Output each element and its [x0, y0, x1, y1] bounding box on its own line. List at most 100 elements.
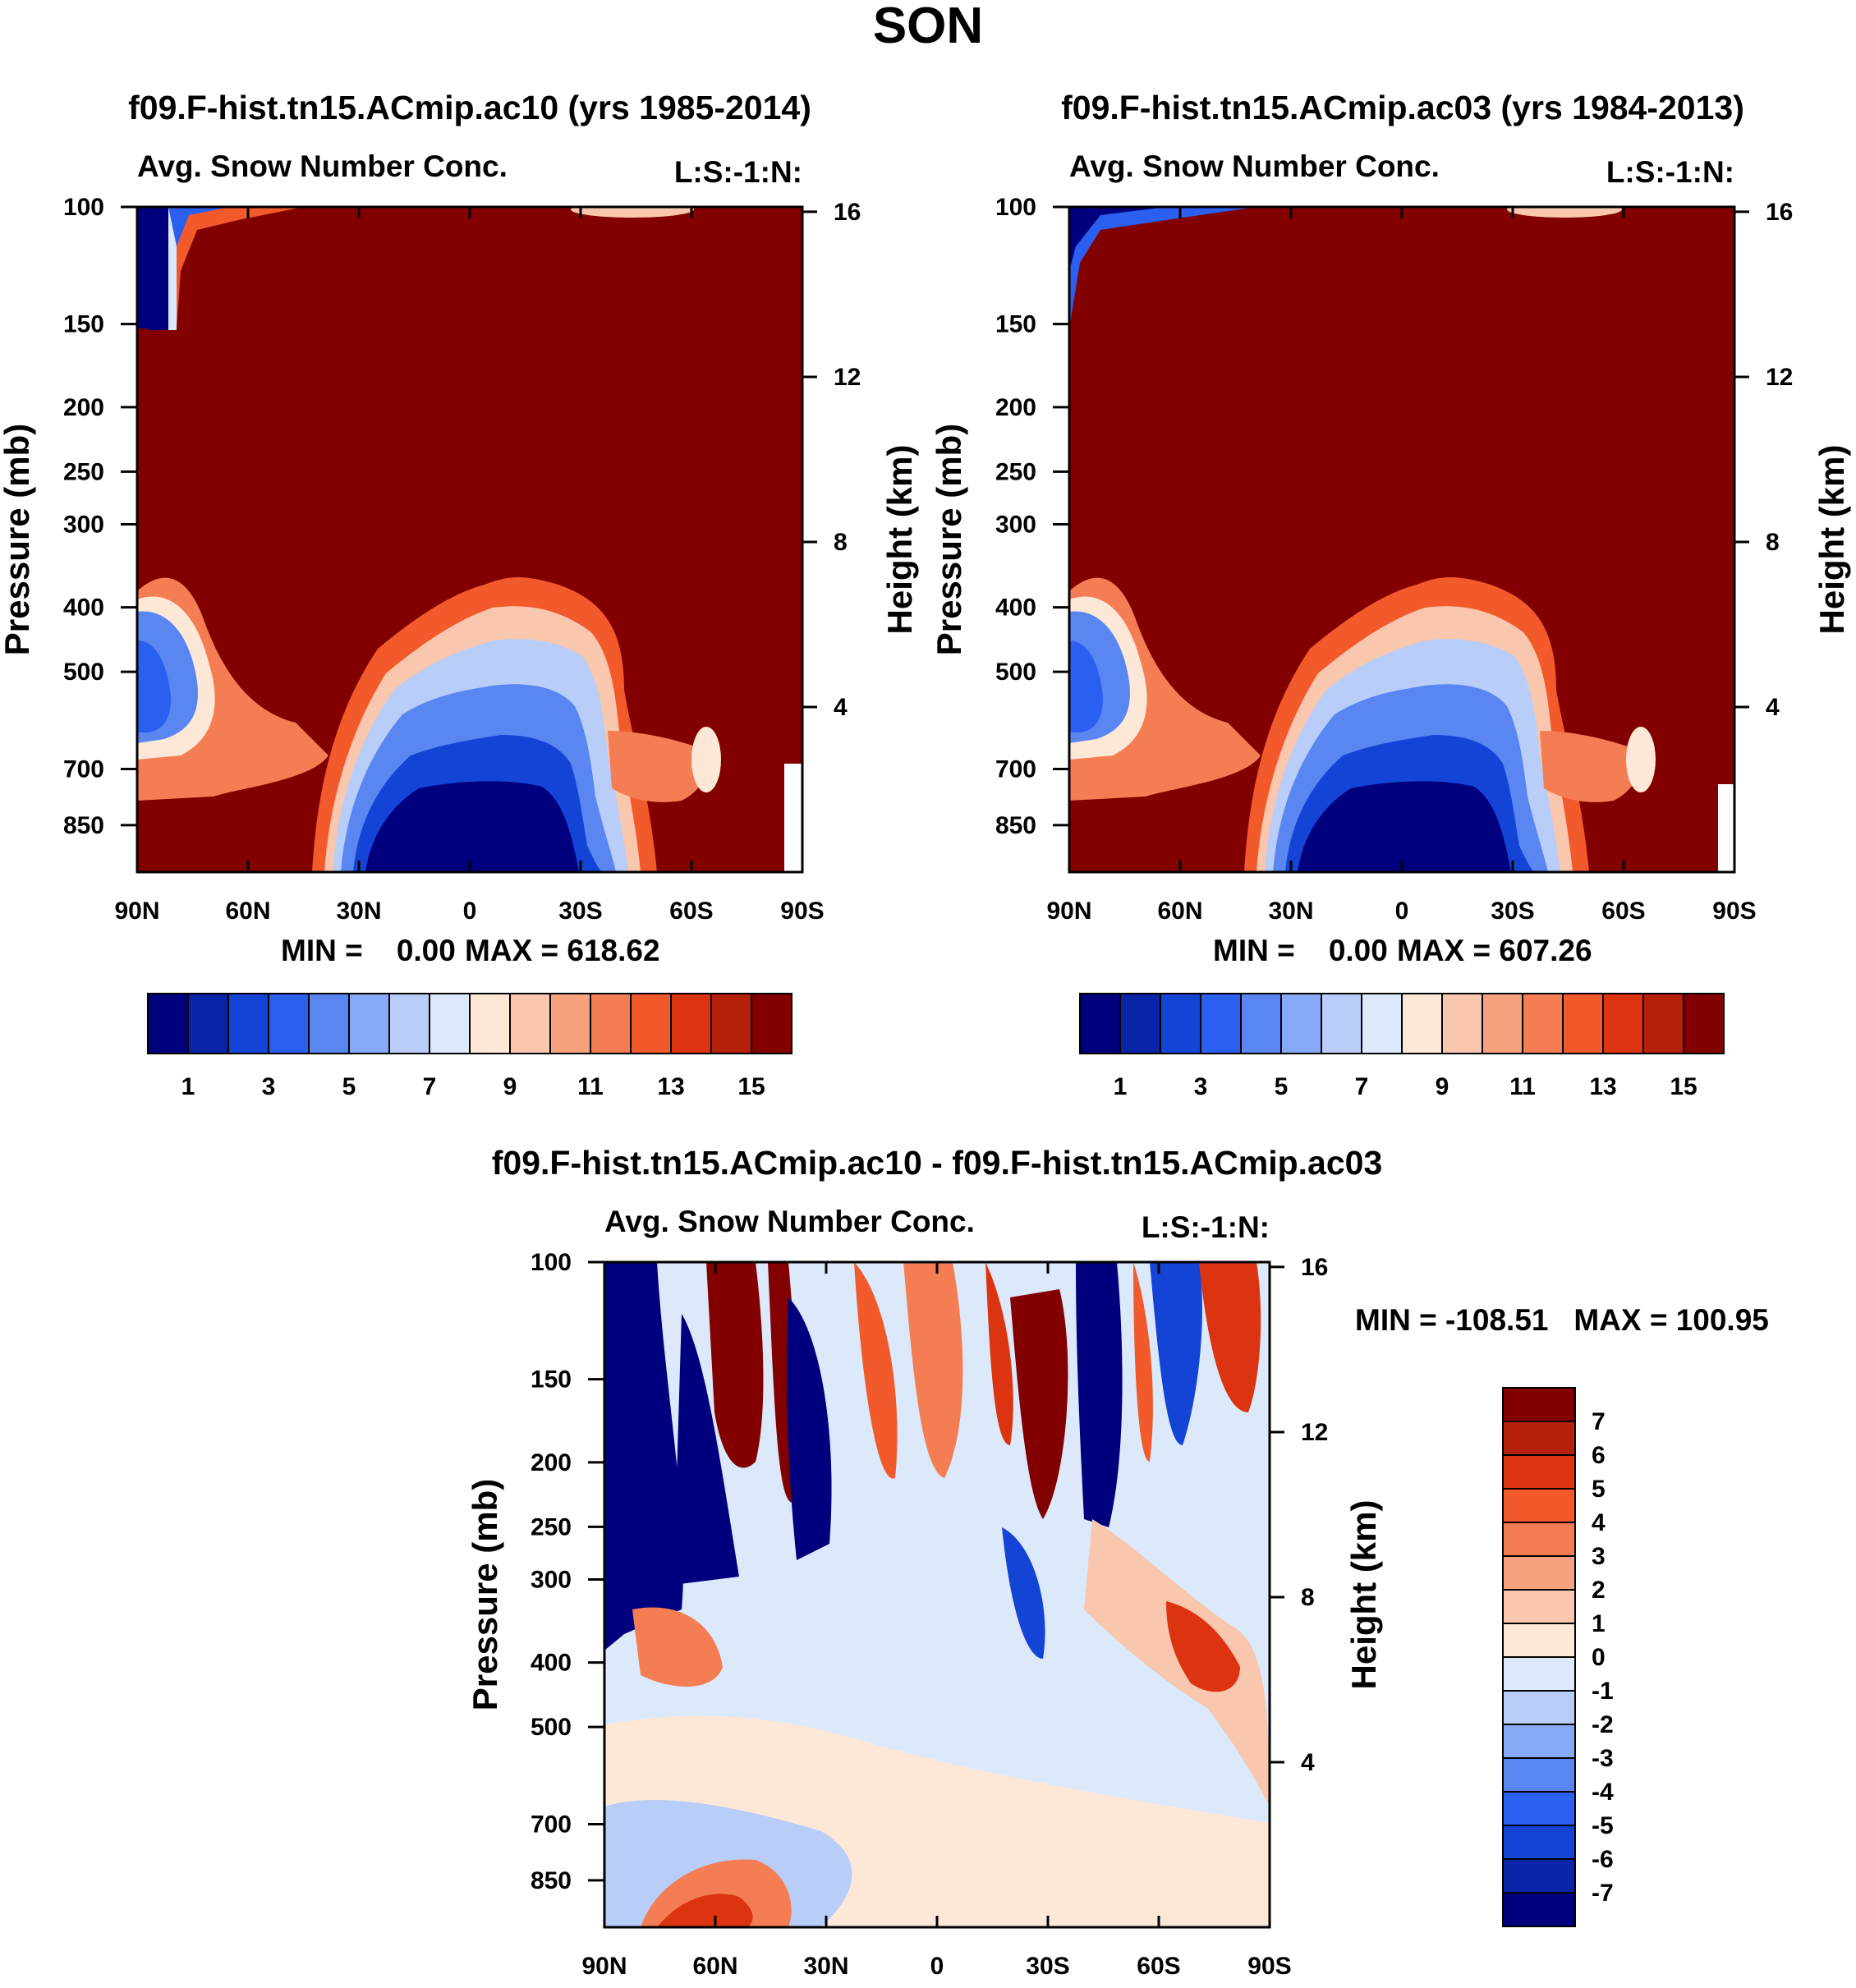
colorbar-swatch — [1502, 1892, 1576, 1927]
y-tick-label: 200 — [63, 394, 104, 421]
y-tick-label: 250 — [531, 1513, 572, 1540]
field-upper-high-1 — [706, 1262, 764, 1468]
field-nh-upper-low-edge — [168, 207, 177, 330]
colorbar-swatch — [1200, 993, 1242, 1054]
panel-ac03: f09.F-hist.tn15.ACmip.ac03 (yrs 1984-201… — [930, 89, 1851, 1100]
y-tick-label: 200 — [995, 394, 1036, 421]
field-sh-surface-gap — [784, 764, 802, 872]
field-upper-low-3 — [787, 1297, 832, 1560]
colorbar-swatch — [1642, 993, 1684, 1054]
field-top-right-patch — [1507, 207, 1622, 218]
y-tick-label: 400 — [995, 595, 1036, 622]
colorbar-swatch — [1502, 1724, 1576, 1759]
y-tick-label: 400 — [63, 595, 104, 622]
field-mid-high-east — [1084, 1519, 1270, 1807]
colorbar-swatch — [388, 993, 430, 1054]
colorbar-label: 1 — [1592, 1610, 1606, 1637]
colorbar-label: -7 — [1592, 1880, 1614, 1907]
panel-diff-colorbar: 7 6 5 4 3 2 1 0 -1 -2 -3 -4 -5 -6 -7 — [1502, 1387, 1614, 1927]
colorbar-swatch — [268, 993, 310, 1054]
y-right-tick-label: 8 — [834, 529, 848, 556]
panel-ac10-left-string: Avg. Snow Number Conc. — [137, 149, 508, 183]
y-right-tick-label: 12 — [834, 364, 861, 391]
colorbar-label: 5 — [1592, 1476, 1606, 1503]
panel-ac03-ylabel: Pressure (mb) — [930, 424, 968, 655]
panel-ac03-min-label: MIN = 0.00 — [1213, 934, 1388, 967]
y-tick-label: 850 — [531, 1867, 572, 1894]
field-tropics-core — [365, 781, 579, 872]
colorbar-label: -5 — [1592, 1812, 1614, 1839]
y-right-tick-label: 8 — [1766, 529, 1780, 556]
field-surface-high-core — [657, 1894, 753, 1927]
field-nh-surface-gap — [137, 328, 148, 370]
colorbar-swatch — [147, 993, 189, 1054]
field-upper-high-3 — [854, 1262, 898, 1479]
colorbar-label: 13 — [657, 1073, 684, 1100]
colorbar-label: 3 — [262, 1073, 276, 1100]
colorbar-label: -6 — [1592, 1846, 1614, 1873]
y-right-tick-label: 4 — [834, 694, 848, 721]
x-tick-label: 60S — [669, 898, 713, 925]
y-tick-label: 200 — [531, 1449, 572, 1476]
field-nh-mid-core — [1069, 640, 1103, 732]
y-right-tick-label: 16 — [834, 199, 861, 226]
panel-diff-axes: 90N 60N 30N 0 30S 60S 90S 100 150 200 250 300 400 500… — [531, 1249, 1328, 1980]
colorbar-swatch — [1502, 1791, 1576, 1826]
field-nh-mid-core — [137, 640, 171, 732]
x-tick-label: 90N — [1046, 898, 1091, 925]
colorbar-label: 7 — [1355, 1073, 1369, 1100]
y-tick-label: 100 — [63, 194, 104, 221]
panel-diff-title: f09.F-hist.tn15.ACmip.ac10 - f09.F-hist.… — [492, 1144, 1383, 1182]
y-tick-label: 150 — [531, 1366, 572, 1393]
x-tick-label: 60S — [1601, 898, 1645, 925]
colorbar-swatch — [429, 993, 471, 1054]
colorbar-swatch — [469, 993, 511, 1054]
colorbar-label: 6 — [1592, 1442, 1606, 1469]
field-sh-blob — [691, 727, 721, 792]
field-top-band-inner — [168, 207, 230, 246]
panel-diff-ylabel: Pressure (mb) — [466, 1479, 504, 1710]
colorbar-label: 5 — [342, 1073, 356, 1100]
colorbar-label: 7 — [1592, 1408, 1606, 1435]
y-tick-label: 500 — [995, 659, 1036, 686]
colorbar-swatch — [670, 993, 712, 1054]
colorbar-swatch — [227, 993, 269, 1054]
colorbar-swatch — [1502, 1858, 1576, 1894]
panel-ac10-axes: 90N 60N 30N 0 30S 60S 90S 100 150 200 250 300 400 500… — [63, 194, 861, 925]
y-tick-label: 850 — [995, 812, 1036, 839]
colorbar-swatch — [1502, 1656, 1576, 1692]
panel-ac10-ylabel-right: Height (km) — [880, 445, 919, 635]
colorbar-label: 9 — [503, 1073, 517, 1100]
field-upper-low-west — [604, 1262, 684, 1651]
panel-ac03-colorbar: 1 3 5 7 9 11 13 15 — [1079, 993, 1725, 1100]
colorbar-swatch — [1321, 993, 1362, 1054]
colorbar-swatch — [1079, 993, 1121, 1054]
colorbar-swatch — [1683, 993, 1725, 1054]
y-right-tick-label: 12 — [1301, 1419, 1328, 1446]
field-upper-low-2 — [673, 1314, 739, 1585]
colorbar-label: 11 — [577, 1073, 604, 1100]
y-right-tick-label: 4 — [1766, 694, 1780, 721]
colorbar-swatch — [1240, 993, 1282, 1054]
panel-ac03-field — [1069, 207, 1734, 872]
x-tick-label: 30N — [1268, 898, 1313, 925]
colorbar-swatch — [630, 993, 672, 1054]
field-top-right-patch — [571, 207, 694, 218]
colorbar-label: -3 — [1592, 1745, 1614, 1772]
x-tick-label: 30N — [336, 898, 381, 925]
colorbar-label: -2 — [1592, 1711, 1614, 1738]
field-sh-surface-gap — [1718, 784, 1734, 872]
y-tick-label: 300 — [531, 1566, 572, 1593]
field-mid-high-west — [632, 1607, 723, 1687]
y-tick-label: 700 — [995, 756, 1036, 783]
colorbar-label: 3 — [1592, 1543, 1606, 1570]
field-tropics-core — [1298, 781, 1511, 872]
y-tick-label: 250 — [995, 458, 1036, 485]
colorbar-swatch — [1502, 1522, 1576, 1557]
x-tick-label: 30S — [1026, 1953, 1069, 1980]
colorbar-swatch — [1401, 993, 1443, 1054]
y-tick-label: 150 — [63, 311, 104, 338]
field-sh-band — [1540, 731, 1639, 802]
colorbar-swatch — [1502, 1690, 1576, 1725]
